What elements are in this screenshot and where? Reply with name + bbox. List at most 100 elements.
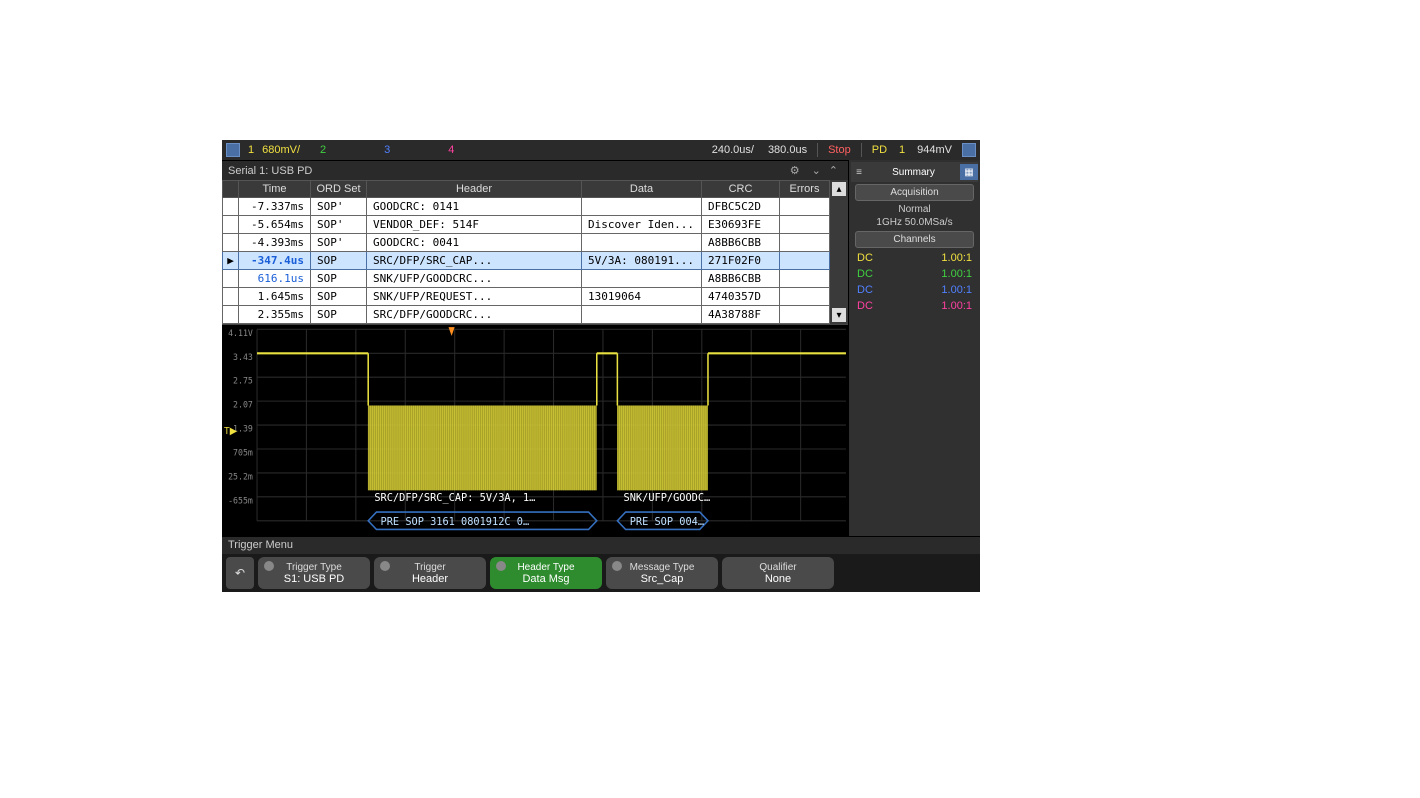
col-crc[interactable]: CRC: [702, 181, 780, 198]
cell-time: 2.355ms: [239, 306, 311, 324]
softkey-label: Message Type: [630, 562, 695, 573]
row-marker-icon: [223, 270, 239, 288]
cell-errors: [780, 234, 830, 252]
cell-crc: A8BB6CBB: [702, 270, 780, 288]
grid-icon[interactable]: ▦: [960, 164, 978, 180]
ch-coupling: DC: [857, 284, 873, 296]
cell-time: 616.1us: [239, 270, 311, 288]
table-row[interactable]: -5.654msSOP'VENDOR_DEF: 514FDiscover Ide…: [223, 216, 830, 234]
col-ord[interactable]: ORD Set: [311, 181, 367, 198]
softkey-trigger-type[interactable]: Trigger TypeS1: USB PD: [258, 557, 370, 589]
ch1-label[interactable]: 1: [248, 144, 254, 156]
cell-time: -4.393ms: [239, 234, 311, 252]
softkey-value: None: [765, 573, 791, 585]
trigger-level[interactable]: 944mV: [917, 144, 952, 156]
table-row[interactable]: -7.337msSOP'GOODCRC: 0141DFBC5C2D: [223, 198, 830, 216]
serial-title: Serial 1: USB PD: [228, 165, 312, 177]
cell-data: [582, 270, 702, 288]
table-row[interactable]: 616.1usSOPSNK/UFP/GOODCRC...A8BB6CBB: [223, 270, 830, 288]
cell-header: VENDOR_DEF: 514F: [367, 216, 582, 234]
softkey-label: Trigger: [414, 562, 445, 573]
softkey-qualifier[interactable]: QualifierNone: [722, 557, 834, 589]
cell-header: GOODCRC: 0041: [367, 234, 582, 252]
trigger-softkeys: ↶ Trigger TypeS1: USB PDTriggerHeaderHea…: [222, 554, 980, 592]
svg-text:25.2m: 25.2m: [228, 471, 253, 481]
summary-header: ≡ Summary ▦: [851, 162, 978, 182]
ch-ratio: 1.00:1: [941, 268, 972, 280]
ch-coupling: DC: [857, 268, 873, 280]
softkey-value: S1: USB PD: [284, 573, 345, 585]
cell-ord: SOP: [311, 252, 367, 270]
collapse-down-icon[interactable]: ⌄: [812, 164, 821, 177]
table-row[interactable]: ▶-347.4usSOPSRC/DFP/SRC_CAP...5V/3A: 080…: [223, 252, 830, 270]
svg-text:2.75: 2.75: [233, 376, 253, 386]
softkey-value: Header: [412, 573, 448, 585]
table-row[interactable]: -4.393msSOP'GOODCRC: 0041A8BB6CBB: [223, 234, 830, 252]
main-area: Serial 1: USB PD ⚙ ⌄ ⌃ Time ORD Set Head…: [222, 160, 980, 536]
acquisition-button[interactable]: Acquisition: [855, 184, 974, 201]
ch2-label[interactable]: 2: [320, 144, 326, 156]
col-data[interactable]: Data: [582, 181, 702, 198]
svg-text:4.11V: 4.11V: [228, 328, 253, 338]
channels-button[interactable]: Channels: [855, 231, 974, 248]
cell-ord: SOP': [311, 234, 367, 252]
hamburger-icon[interactable]: ≡: [851, 167, 867, 178]
softkey-label: Trigger Type: [286, 562, 342, 573]
softkey-header-type[interactable]: Header TypeData Msg: [490, 557, 602, 589]
cell-header: SNK/UFP/REQUEST...: [367, 288, 582, 306]
scroll-up-icon[interactable]: ▴: [832, 182, 846, 196]
col-header[interactable]: Header: [367, 181, 582, 198]
row-marker-icon: [223, 234, 239, 252]
cell-crc: 4740357D: [702, 288, 780, 306]
decode-table-wrap: Time ORD Set Header Data CRC Errors -7.3…: [222, 180, 848, 324]
cell-data: 13019064: [582, 288, 702, 306]
serial-title-bar: Serial 1: USB PD ⚙ ⌄ ⌃: [222, 160, 848, 180]
run-state[interactable]: Stop: [828, 144, 851, 156]
cell-header: SRC/DFP/SRC_CAP...: [367, 252, 582, 270]
ch4-label[interactable]: 4: [448, 144, 454, 156]
softkey-message-type[interactable]: Message TypeSrc_Cap: [606, 557, 718, 589]
ch-ratio: 1.00:1: [941, 252, 972, 264]
row-marker-icon: [223, 198, 239, 216]
summary-title: Summary: [867, 167, 960, 178]
channel-info[interactable]: DC1.00:1: [851, 282, 978, 298]
decode-table: Time ORD Set Header Data CRC Errors -7.3…: [222, 180, 830, 324]
cell-time: -7.337ms: [239, 198, 311, 216]
channel-info[interactable]: DC 1.00:1: [851, 298, 978, 314]
scroll-down-icon[interactable]: ▾: [832, 308, 846, 322]
settings-icon[interactable]: [962, 143, 976, 157]
channel-info[interactable]: DC 1.00:1: [851, 266, 978, 282]
col-arrow: [223, 181, 239, 198]
ch-coupling: DC: [857, 300, 873, 312]
acq-mode: Normal: [851, 203, 978, 216]
menu-icon[interactable]: [226, 143, 240, 157]
col-time[interactable]: Time: [239, 181, 311, 198]
timebase-value[interactable]: 240.0us/: [712, 144, 754, 156]
ch-coupling: DC: [857, 252, 873, 264]
svg-text:PRE SOP 004…: PRE SOP 004…: [630, 516, 704, 528]
ch3-label[interactable]: 3: [384, 144, 390, 156]
summary-panel: ≡ Summary ▦ Acquisition Normal 1GHz 50.0…: [848, 160, 980, 536]
delay-value[interactable]: 380.0us: [768, 144, 807, 156]
cell-header: SRC/DFP/GOODCRC...: [367, 306, 582, 324]
ch-ratio: 1.00:1: [941, 300, 972, 312]
svg-text:-655m: -655m: [228, 495, 253, 505]
svg-text:T▶: T▶: [224, 426, 237, 437]
table-row[interactable]: 2.355msSOPSRC/DFP/GOODCRC...4A38788F: [223, 306, 830, 324]
softkey-trigger[interactable]: TriggerHeader: [374, 557, 486, 589]
waveform-display[interactable]: 4.11V3.432.752.071.39705m25.2m-655mT▶SRC…: [222, 324, 848, 536]
collapse-up-icon[interactable]: ⌃: [829, 164, 838, 177]
cell-time: 1.645ms: [239, 288, 311, 306]
cell-data: Discover Iden...: [582, 216, 702, 234]
gear-icon[interactable]: ⚙: [790, 164, 800, 177]
table-header-row: Time ORD Set Header Data CRC Errors: [223, 181, 830, 198]
table-scrollbar[interactable]: ▴ ▾: [830, 180, 848, 324]
cell-errors: [780, 216, 830, 234]
back-button[interactable]: ↶: [226, 557, 254, 589]
row-marker-icon: [223, 216, 239, 234]
softkey-value: Src_Cap: [641, 573, 684, 585]
col-errors[interactable]: Errors: [780, 181, 830, 198]
channel-info[interactable]: DC 1.00:1: [851, 250, 978, 266]
cell-header: SNK/UFP/GOODCRC...: [367, 270, 582, 288]
table-row[interactable]: 1.645msSOPSNK/UFP/REQUEST...130190644740…: [223, 288, 830, 306]
